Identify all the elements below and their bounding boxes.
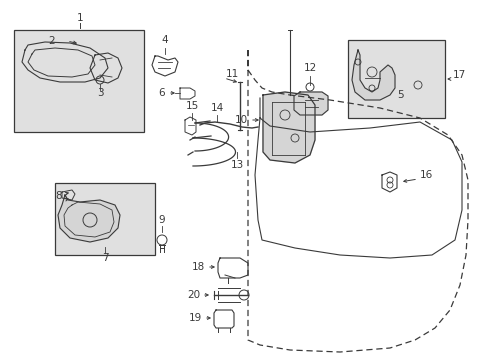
- Text: 19: 19: [188, 313, 202, 323]
- Text: 17: 17: [452, 70, 465, 80]
- Text: 5: 5: [396, 90, 403, 100]
- FancyBboxPatch shape: [55, 183, 155, 255]
- Text: 18: 18: [191, 262, 204, 272]
- FancyBboxPatch shape: [14, 30, 143, 132]
- FancyBboxPatch shape: [347, 40, 444, 118]
- Text: 7: 7: [102, 253, 108, 263]
- Text: 2: 2: [49, 36, 55, 46]
- Text: 16: 16: [419, 170, 432, 180]
- Text: 1: 1: [77, 13, 83, 23]
- Text: 12: 12: [303, 63, 316, 73]
- Polygon shape: [263, 92, 314, 163]
- Text: 3: 3: [97, 88, 103, 98]
- Text: 11: 11: [225, 69, 239, 79]
- Text: 6: 6: [159, 88, 165, 98]
- Text: 4: 4: [162, 35, 168, 45]
- Text: 14: 14: [210, 103, 223, 113]
- Polygon shape: [58, 195, 120, 242]
- Text: 8: 8: [55, 191, 62, 201]
- Polygon shape: [293, 92, 327, 115]
- Text: 20: 20: [186, 290, 200, 300]
- Text: 15: 15: [185, 101, 198, 111]
- Polygon shape: [351, 50, 394, 100]
- Text: 13: 13: [230, 160, 243, 170]
- Text: 10: 10: [234, 115, 247, 125]
- Text: 9: 9: [159, 215, 165, 225]
